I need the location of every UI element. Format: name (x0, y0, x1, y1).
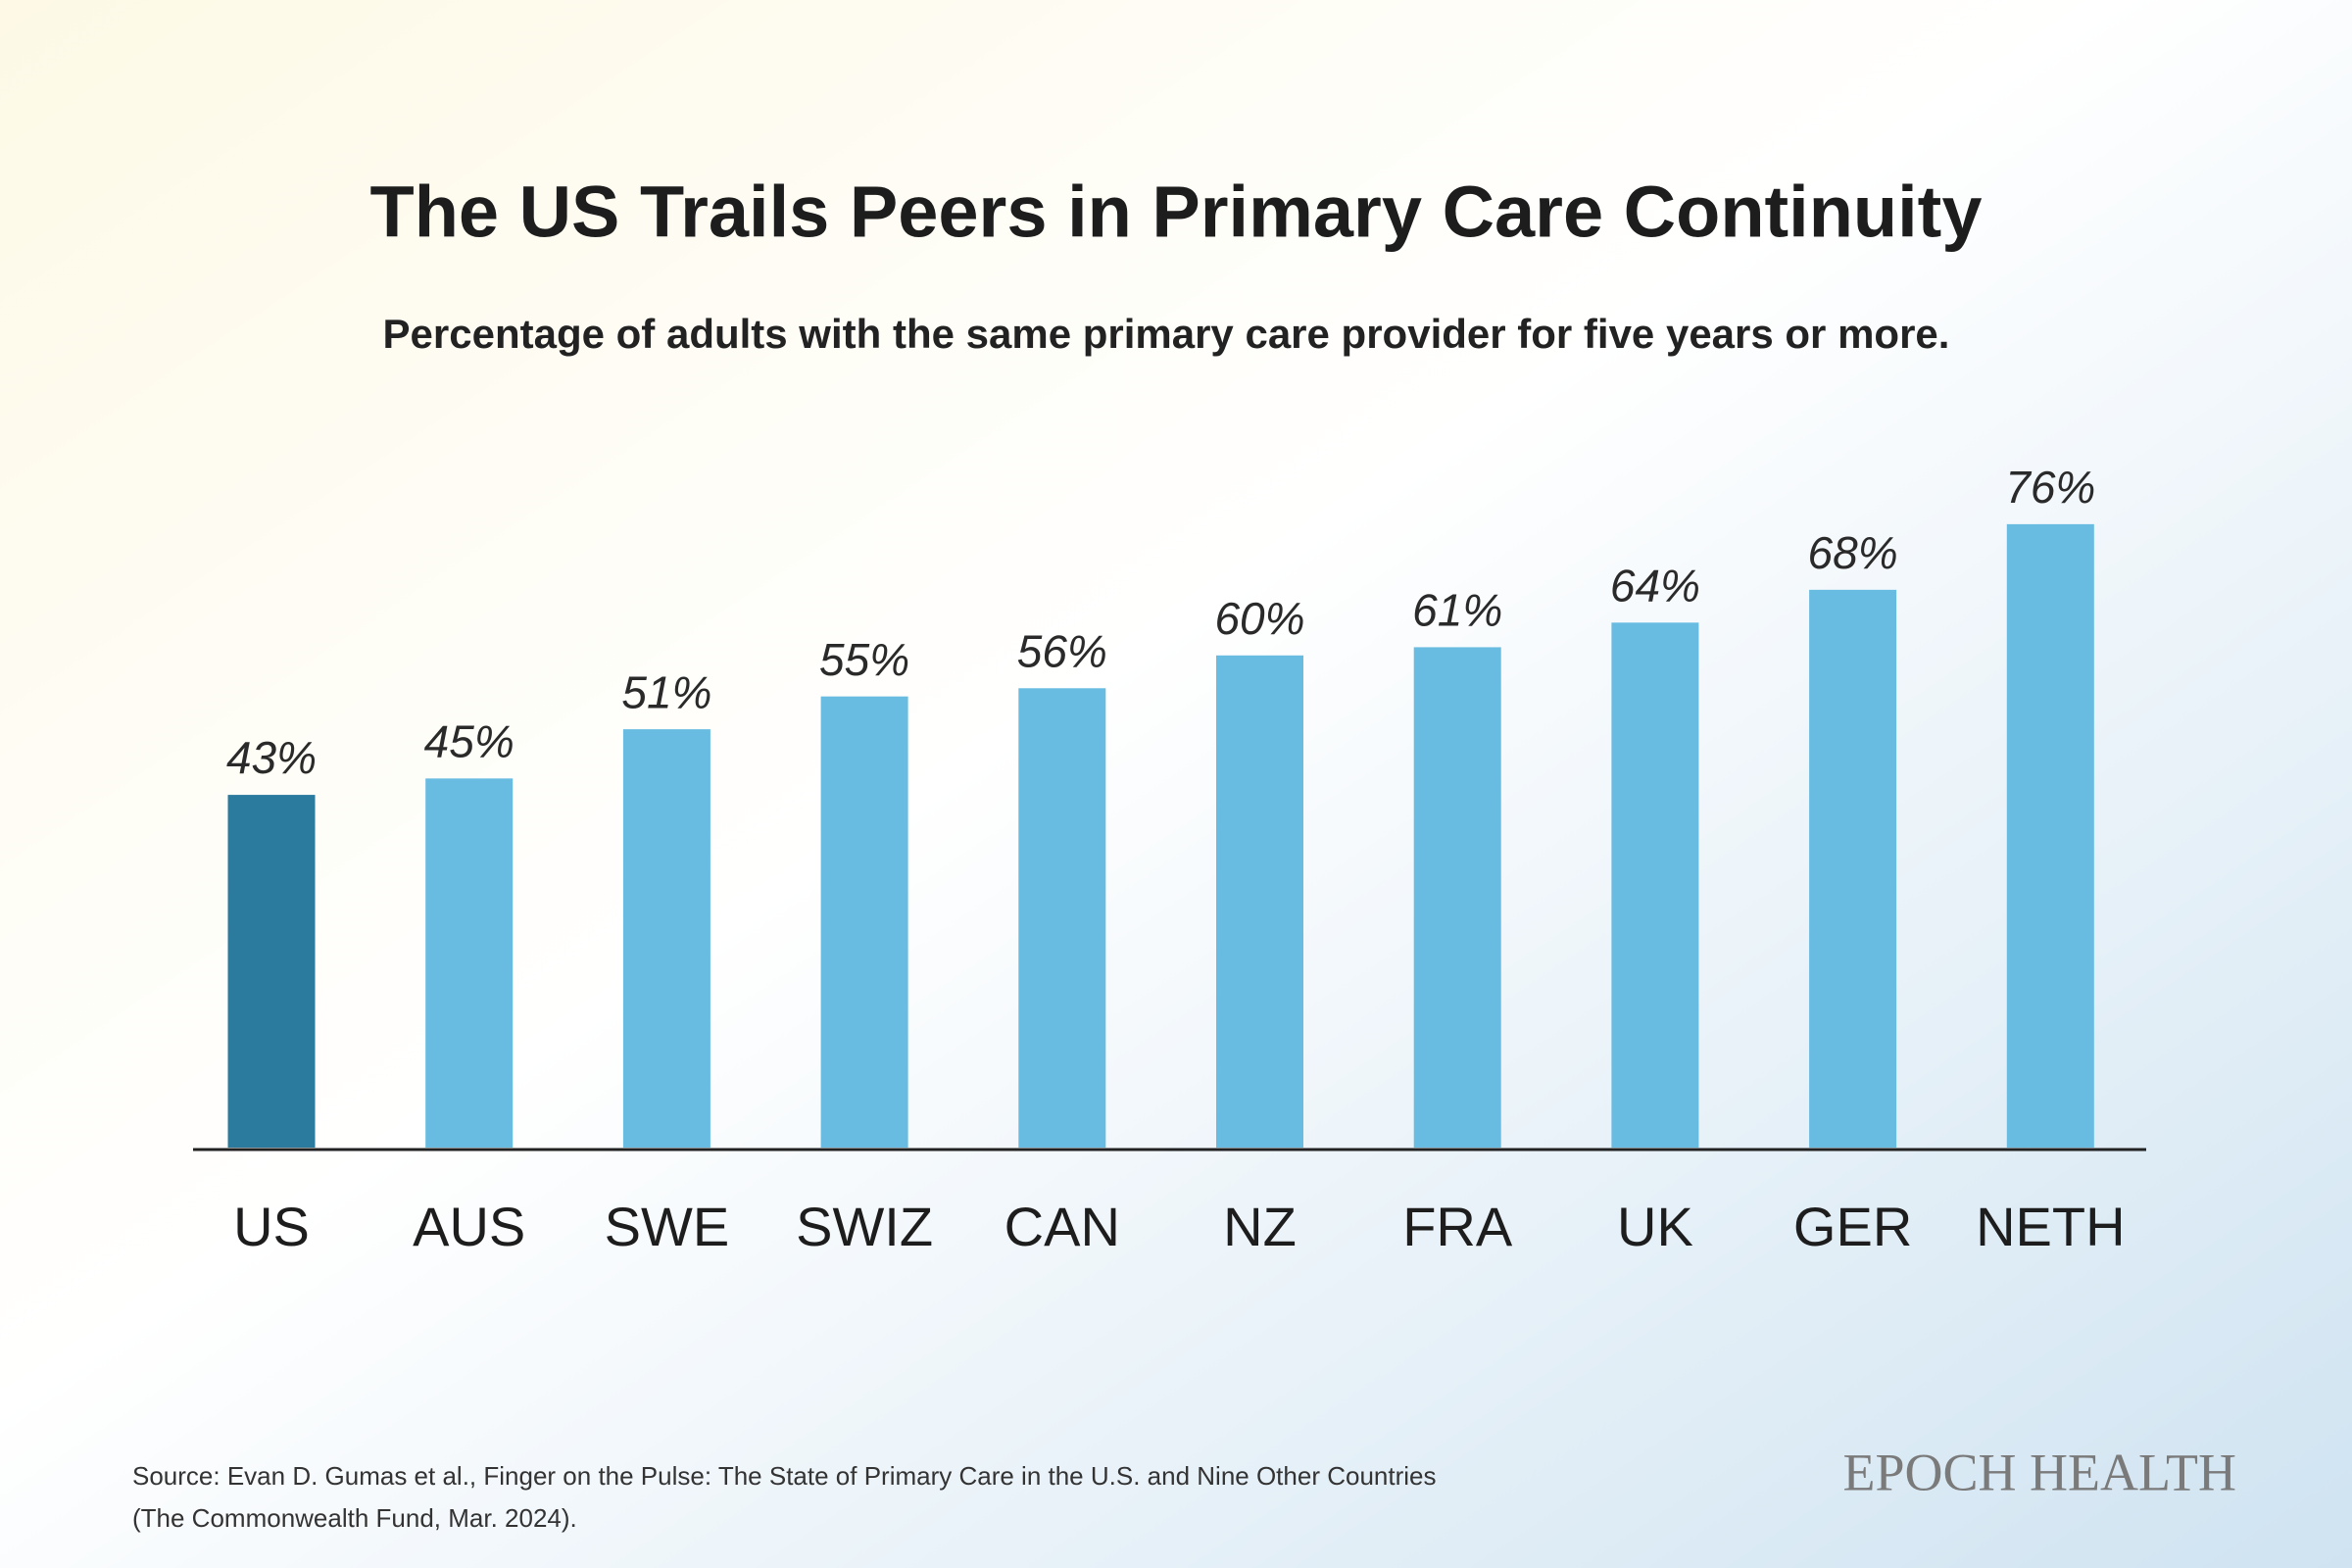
source-line: Source: Evan D. Gumas et al., Finger on … (132, 1461, 1436, 1491)
bar (425, 778, 514, 1148)
value-label: 45% (424, 716, 514, 767)
x-tick-label: GER (1793, 1196, 1912, 1257)
x-tick-label: SWIZ (796, 1196, 933, 1257)
source-line: (The Commonwealth Fund, Mar. 2024). (132, 1503, 577, 1533)
x-tick-label: NZ (1223, 1196, 1297, 1257)
x-tick-label: SWE (605, 1196, 730, 1257)
value-label: 60% (1214, 593, 1304, 644)
x-tick-label: UK (1617, 1196, 1693, 1257)
x-tick-label: NETH (1976, 1196, 2125, 1257)
bar (1018, 688, 1106, 1148)
x-tick-label: AUS (413, 1196, 525, 1257)
value-label: 55% (819, 634, 909, 685)
chart-title: The US Trails Peers in Primary Care Cont… (370, 172, 1983, 253)
brand: EPOCH HEALTH (1842, 1443, 2236, 1501)
value-label: 61% (1412, 585, 1502, 636)
bar (820, 696, 908, 1148)
value-label: 76% (2005, 462, 2095, 513)
bar (2006, 523, 2094, 1148)
bar (227, 795, 316, 1148)
bar (1611, 622, 1699, 1148)
x-tick-label: CAN (1004, 1196, 1120, 1257)
value-label: 64% (1610, 560, 1700, 611)
bar (1216, 655, 1303, 1148)
chart-subtitle: Percentage of adults with the same prima… (383, 311, 1950, 357)
bar (622, 729, 710, 1148)
bar (1809, 589, 1897, 1148)
value-label: 56% (1017, 625, 1107, 676)
value-label: 51% (621, 666, 711, 717)
value-label: 68% (1808, 527, 1898, 578)
x-tick-label: FRA (1402, 1196, 1513, 1257)
value-label: 43% (226, 732, 317, 783)
x-tick-label: US (233, 1196, 310, 1257)
bar (1413, 647, 1501, 1148)
